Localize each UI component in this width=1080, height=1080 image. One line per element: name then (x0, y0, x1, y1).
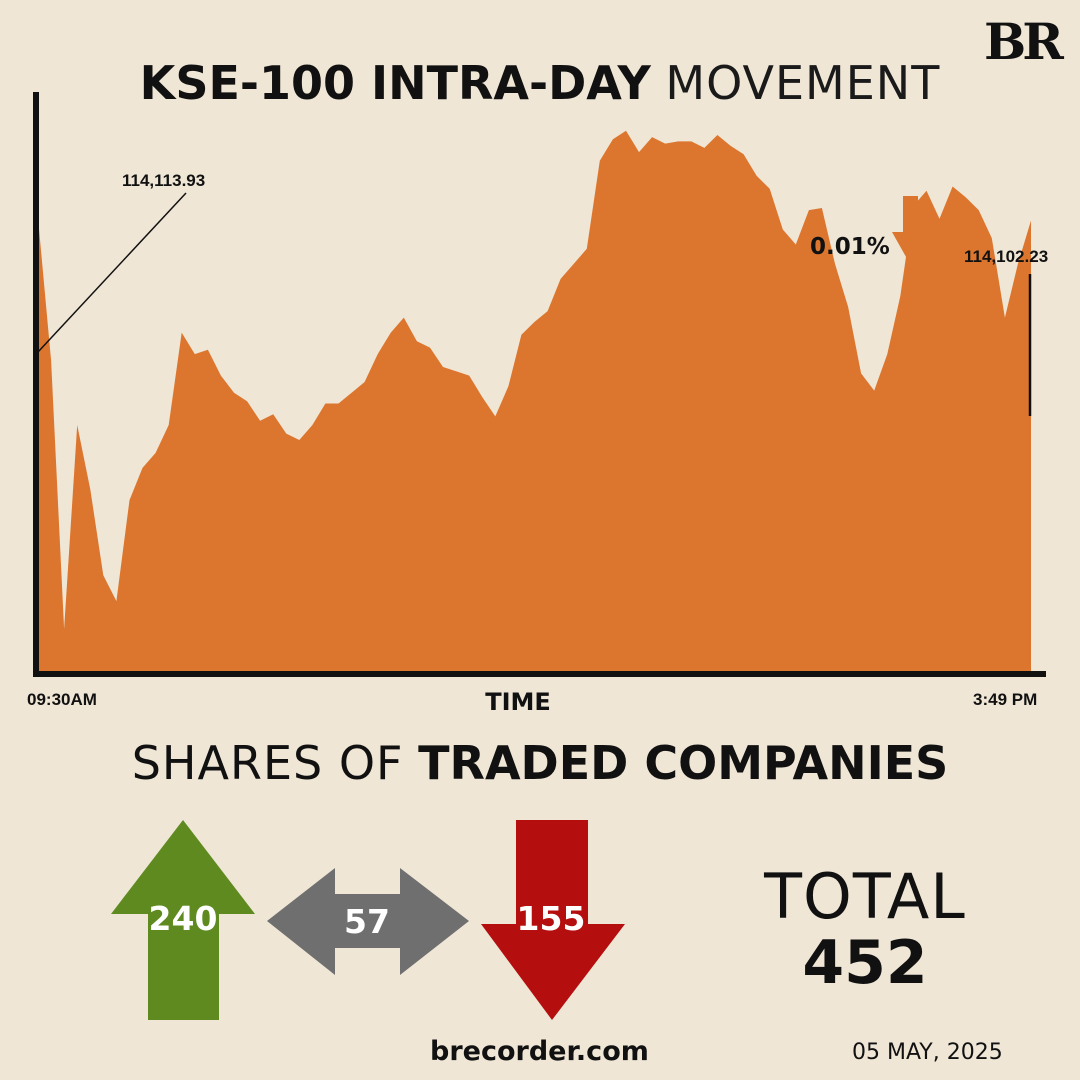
x-axis-label: TIME (485, 688, 551, 716)
change-percent-label: 0.01% (810, 234, 890, 260)
double-arrow-icon (267, 868, 469, 975)
shares-title-bold: TRADED COMPANIES (418, 736, 949, 790)
area-series (38, 130, 1031, 672)
site-url[interactable]: brecorder.com (430, 1036, 649, 1067)
down-arrow-icon (481, 820, 625, 1020)
chart-title: KSE-100 INTRA-DAY MOVEMENT (0, 56, 1080, 110)
br-logo: BR (984, 12, 1064, 71)
x-end-tick-label: 3:49 PM (973, 690, 1037, 709)
advanced-count: 240 (149, 899, 218, 938)
unchanged-count: 57 (344, 902, 390, 941)
down-arrow-icon (892, 196, 929, 264)
declined-count: 155 (517, 899, 586, 938)
total-label: TOTAL (764, 860, 966, 933)
x-start-tick-label: 09:30AM (27, 690, 97, 709)
intraday-chart: 114,113.93 114,102.23 0.01% 09:30AM 3:49… (27, 92, 1048, 716)
chart-title-bold: KSE-100 INTRA-DAY (139, 56, 651, 110)
shares-title: SHARES OF TRADED COMPANIES (0, 736, 1080, 790)
chart-title-light: MOVEMENT (665, 56, 941, 110)
shares-title-light: SHARES OF (131, 736, 404, 790)
total-value: 452 (802, 928, 928, 998)
up-arrow-icon (111, 820, 255, 1020)
date-label: 05 MAY, 2025 (852, 1040, 1003, 1065)
open-value-label: 114,113.93 (122, 171, 205, 190)
close-value-label: 114,102.23 (964, 247, 1048, 266)
open-value-leader-line (37, 192, 187, 353)
